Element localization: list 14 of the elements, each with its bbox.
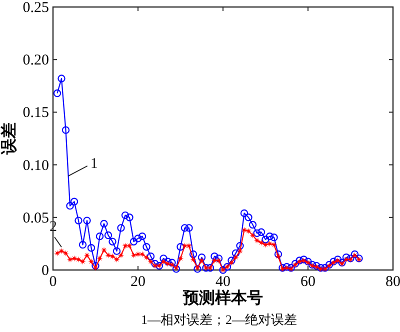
text: 1—相对误差；2—绝对误差 (141, 312, 297, 327)
y-tick-label: 0.10 (22, 158, 49, 174)
y-tick-label: 0.25 (22, 0, 49, 16)
y-axis-title: 误差 (0, 122, 18, 156)
y-tick-label: 0.15 (22, 105, 49, 122)
x-axis-title: 预测样本号 (182, 289, 263, 307)
x-tick-label: 20 (130, 274, 146, 290)
x-tick-label: 40 (216, 274, 230, 290)
x-tick-label: 80 (386, 274, 400, 290)
y-tick-label: 0 (42, 263, 49, 279)
x-tick-label: 60 (300, 274, 316, 290)
series-label: 1 (90, 156, 98, 172)
y-tick-label: 0.20 (22, 52, 49, 69)
y-tick-label: 0.05 (22, 210, 49, 226)
